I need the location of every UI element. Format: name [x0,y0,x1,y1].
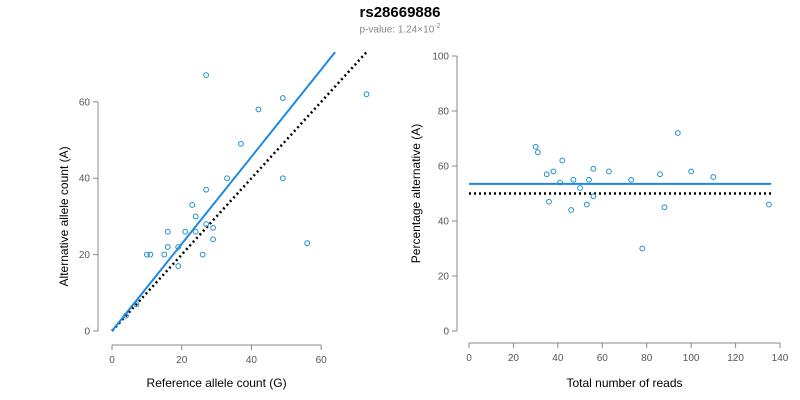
left-data-point [210,224,216,231]
left-data-point [224,175,230,182]
right-data-point [606,168,612,175]
right-y-tick-label: 100 [432,52,449,63]
left-y-axis-title: Alternative allele count (A) [57,146,71,286]
p-value-exponent: -2 [434,23,441,30]
right-data-point [583,201,590,208]
right-x-tick-label: 80 [641,353,653,364]
right-y-tick-label: 0 [443,327,449,338]
left-y-tick-label: 0 [84,327,90,338]
left-data-point [304,240,311,247]
left-data-point [164,244,171,250]
left-data-point [279,175,286,182]
right-data-point [557,179,563,186]
right-data-point [674,130,681,136]
right-data-point [534,149,541,156]
left-data-point [203,72,210,78]
left-data-point [133,301,140,308]
left-data-point [175,263,182,269]
left-data-point [210,236,216,243]
right-y-tick-label: 20 [438,272,450,283]
left-data-point [203,221,210,227]
right-data-point [710,174,717,180]
left-data-point [182,228,189,235]
left-data-point [164,228,171,235]
chart-subtitle: p-value: 1.24×10-2 [0,23,800,35]
left-reference-line [111,51,368,332]
left-data-point [189,202,196,208]
right-data-point [570,176,577,183]
right-data-point [590,165,597,172]
right-data-point [661,204,668,211]
right-data-point [628,176,635,183]
right-data-point [765,201,772,208]
right-x-tick-label: 60 [597,353,609,364]
right-data-point [639,245,646,252]
right-data-point [543,171,550,178]
right-data-point [688,168,695,175]
right-x-tick-label: 20 [508,353,520,364]
left-data-point [161,251,168,258]
left-y-tick-label: 40 [79,174,91,185]
left-x-tick-label: 20 [176,355,188,366]
right-data-point [577,185,583,191]
left-y-tick-label: 60 [79,97,91,108]
left-data-point [143,251,150,258]
left-data-point [147,251,154,258]
left-x-tick-label: 0 [109,355,115,366]
left-data-point [192,213,199,220]
left-data-point [175,244,182,250]
right-y-axis-title: Percentage alternative (A) [409,124,423,263]
right-data-point [590,193,597,200]
left-data-point [238,140,244,147]
right-data-point [559,157,566,164]
chart-title: rs28669886 [359,4,441,21]
right-data-point [568,207,575,213]
left-x-tick-label: 40 [246,355,258,366]
right-y-tick-label: 80 [438,107,450,118]
right-data-point [532,143,539,150]
right-x-axis-title: Total number of reads [566,376,682,390]
right-y-tick-label: 60 [438,162,450,173]
left-data-point [203,186,210,193]
left-data-point [363,91,370,98]
right-y-tick-label: 40 [438,217,450,228]
left-fit-line [111,51,336,332]
left-y-tick-label: 20 [79,250,91,261]
p-value-text: p-value: 1.24×10 [359,24,435,36]
left-data-point [123,312,129,319]
right-x-tick-label: 0 [466,353,472,364]
right-x-tick-label: 120 [727,353,744,364]
left-data-point [192,228,199,235]
left-data-point [279,95,286,101]
right-data-point [550,168,557,175]
right-x-tick-label: 100 [683,353,700,364]
right-data-point [586,176,592,183]
left-data-point [255,106,262,113]
right-data-point [546,198,552,205]
left-x-axis-title: Reference allele count (G) [147,376,287,390]
left-x-tick-label: 60 [316,355,328,366]
right-x-tick-label: 140 [772,353,789,364]
left-data-point [199,251,206,258]
right-x-tick-label: 40 [552,353,564,364]
right-data-point [657,171,663,178]
